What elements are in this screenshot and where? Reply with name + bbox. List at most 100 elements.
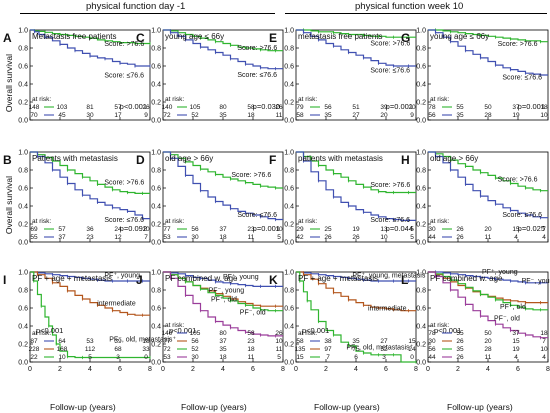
at-risk-cell: 10 xyxy=(275,338,283,345)
panel-title-g: young age ≤ 66y xyxy=(430,32,489,41)
y-tick-label: 0.2 xyxy=(416,342,426,349)
at-risk-cell: 57 xyxy=(114,104,122,111)
at-risk-cell: 45 xyxy=(58,112,66,119)
y-tick-label: 0.4 xyxy=(151,204,161,211)
at-risk-cell: 26 xyxy=(352,234,360,241)
at-risk-cell: 58 xyxy=(247,104,255,111)
at-risk-cell: 25 xyxy=(324,226,332,233)
y-tick-label: 0.4 xyxy=(151,82,161,89)
panel-l: L 0.0 0.2 0.4 0.6 0.8 1.0 PF⁺, young PF⁻, young P… xyxy=(401,268,550,373)
at-risk-cell: 11 xyxy=(248,354,255,361)
at-risk-cell: 6 xyxy=(354,354,358,361)
y-tick-label: 0.2 xyxy=(151,342,161,349)
at-risk-cell: 24 xyxy=(408,346,416,353)
at-risk-cell: 20 xyxy=(484,338,492,345)
at-risk-cell: 64 xyxy=(58,338,66,345)
at-risk-cell: 18 xyxy=(540,330,548,337)
y-tick-label: 1.0 xyxy=(284,150,294,157)
y-tick-label: 0.4 xyxy=(151,324,161,331)
at-risk-cell: 53 xyxy=(163,234,171,241)
at-risk-cell: 87 xyxy=(30,338,38,345)
at-risk-cell: 69 xyxy=(30,226,38,233)
panel-letter-c: C xyxy=(136,31,145,45)
x-tick-label: 4 xyxy=(354,366,358,373)
at-risk-cell: 11 xyxy=(485,354,492,361)
at-risk-cell: 56 xyxy=(428,112,436,119)
at-risk-cell: 37 xyxy=(512,330,520,337)
p-value-f: p=0.044 xyxy=(386,224,413,233)
series-label-g-1: Score: ≤76.6 xyxy=(502,75,542,82)
at-risk-cell: 20 xyxy=(408,104,416,111)
at-risk-cell: 81 xyxy=(86,104,94,111)
y-tick-label: 0.0 xyxy=(284,240,294,247)
at-risk-cell: 70 xyxy=(30,112,38,119)
at-risk-cell: 5 xyxy=(410,234,414,241)
at-risk-cell: 55 xyxy=(456,330,464,337)
p-value-c: p=0.030 xyxy=(253,102,280,111)
at-risk-cell: 24 xyxy=(114,226,122,233)
header-day-minus-1-rule xyxy=(20,13,275,14)
at-risk-cell: 44 xyxy=(428,234,436,241)
at-risk-cell: 5 xyxy=(277,354,281,361)
at-risk-cell: 10 xyxy=(540,346,548,353)
at-risk-cell: 35 xyxy=(352,338,360,345)
series-label-l-3: PF⁻, old xyxy=(494,316,520,323)
y-tick-label: 0.6 xyxy=(18,64,28,71)
x-tick-label: 6 xyxy=(384,366,388,373)
series-label-i-2: PF⁻, old, metastasis⁺ xyxy=(109,335,176,343)
at-risk-cell: 37 xyxy=(219,226,227,233)
at-risk-cell: 4 xyxy=(514,354,518,361)
at-risk-cell: 19 xyxy=(352,226,360,233)
series-label-d-0: Score: >76.6 xyxy=(231,172,271,179)
y-tick-label: 0.6 xyxy=(18,186,28,193)
at-risk-label: at risk: xyxy=(430,218,449,225)
at-risk-cell: 72 xyxy=(163,112,171,119)
at-risk-cell: 148 xyxy=(29,104,40,111)
at-risk-cell: 3 xyxy=(382,354,386,361)
x-tick-label: 0 xyxy=(426,366,430,373)
y-tick-label: 0.4 xyxy=(416,204,426,211)
series-label-i-0: PF⁺, young xyxy=(104,271,140,279)
y-tick-label: 1.0 xyxy=(416,150,426,157)
y-tick-label: 0.6 xyxy=(284,306,294,313)
y-tick-label: 1.0 xyxy=(284,28,294,35)
panel-letter-b: B xyxy=(3,153,12,167)
at-risk-cell: 4 xyxy=(514,234,518,241)
at-risk-cell: 37 xyxy=(512,104,520,111)
at-risk-label: at risk: xyxy=(298,330,317,337)
at-risk-cell: 10 xyxy=(540,112,548,119)
km-curve-c-1 xyxy=(163,29,283,70)
y-tick-label: 0.8 xyxy=(151,46,161,53)
at-risk-cell: 20 xyxy=(380,112,388,119)
x-tick-label: 8 xyxy=(414,366,418,373)
at-risk-cell: 7 xyxy=(542,226,546,233)
at-risk-cell: 140 xyxy=(162,104,173,111)
y-tick-label: 0.6 xyxy=(284,64,294,71)
y-tick-label: 0.2 xyxy=(151,100,161,107)
at-risk-cell: 27 xyxy=(352,112,360,119)
at-risk-label: at risk: xyxy=(430,322,449,329)
at-risk-cell: 112 xyxy=(85,346,96,353)
y-tick-label: 1.0 xyxy=(18,270,28,277)
y-tick-label: 0.4 xyxy=(284,324,294,331)
at-risk-cell: 26 xyxy=(275,104,283,111)
at-risk-cell: 22 xyxy=(30,354,38,361)
at-risk-cell: 77 xyxy=(163,338,171,345)
panel-k: K0.00.20.40.60.81.0 PF⁺, young, metastasi… xyxy=(269,270,429,374)
km-curve-l-2 xyxy=(428,271,548,311)
at-risk-cell: 75 xyxy=(352,346,360,353)
panel-d: D 0.0 0.2 0.4 0.6 0.8 1.0 Score: >76.6 Score: ≤7… xyxy=(136,150,284,247)
panel-title-b: Patients with metastasis xyxy=(32,154,118,163)
at-risk-cell: 11 xyxy=(485,234,492,241)
at-risk-cell: 5 xyxy=(277,234,281,241)
at-risk-cell: 18 xyxy=(219,234,227,241)
at-risk-cell: 17 xyxy=(114,112,122,119)
x-tick-label: 4 xyxy=(486,366,490,373)
at-risk-cell: 50 xyxy=(484,330,492,337)
y-tick-label: 0.8 xyxy=(284,168,294,175)
at-risk-cell: 35 xyxy=(324,112,332,119)
p-value-b: p=0.092 xyxy=(120,224,147,233)
panel-title-c: young age ≤ 66y xyxy=(165,32,224,41)
at-risk-cell: 39 xyxy=(380,104,388,111)
header-week-10-rule xyxy=(285,13,547,14)
